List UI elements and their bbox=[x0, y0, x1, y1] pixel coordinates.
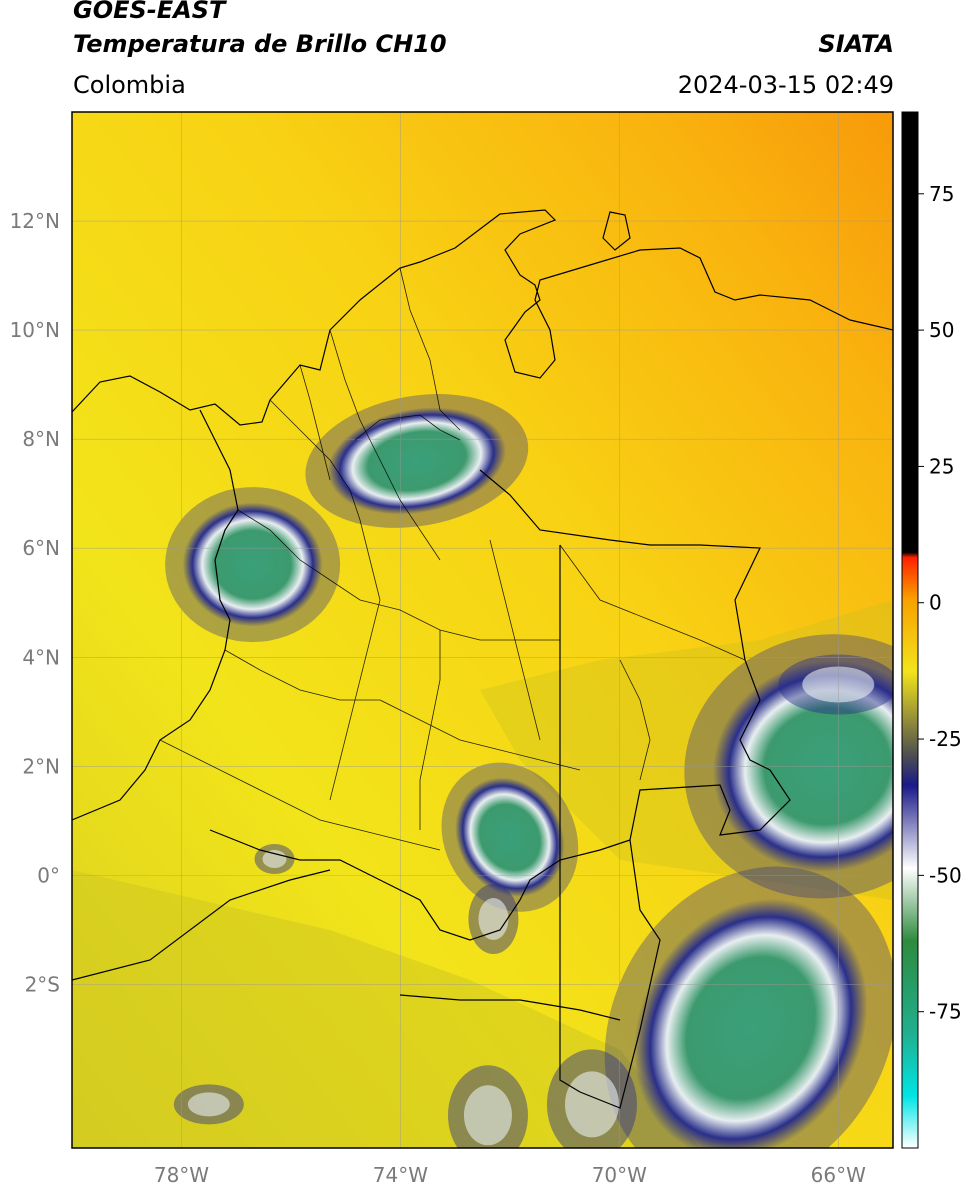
axis-ticks: 12°N 10°N 8°N 6°N 4°N 2°N 0° 2°S 78°W 74°W 70°W 66°… bbox=[10, 209, 867, 1187]
organization-label: SIATA bbox=[818, 30, 894, 58]
cold-cloud-layer bbox=[165, 394, 893, 1148]
country-borders bbox=[72, 209, 893, 1109]
amazon-haze bbox=[72, 870, 700, 1148]
lat-tick-label: 2°S bbox=[25, 972, 60, 996]
colorbar-tick-label: 50 bbox=[929, 318, 954, 342]
colorbar-ticks: 75 50 25 0 -25 -50 -75 bbox=[918, 182, 962, 1024]
colorbar-tick-label: -50 bbox=[929, 863, 962, 887]
lon-tick-label: 70°W bbox=[592, 1163, 647, 1187]
scattered-cloud-core bbox=[463, 1085, 512, 1146]
colorbar-tick-label: 0 bbox=[929, 591, 942, 615]
department-borders bbox=[159, 267, 746, 851]
cold-cloud-guaviare bbox=[455, 777, 565, 897]
cold-cloud-antioquia-santander bbox=[327, 407, 506, 515]
colorbar-tick-label: 25 bbox=[929, 454, 954, 478]
lon-tick-label: 74°W bbox=[373, 1163, 428, 1187]
scattered-cloud-core bbox=[187, 1092, 230, 1117]
lat-tick-label: 2°N bbox=[22, 754, 60, 778]
lat-tick-label: 12°N bbox=[10, 209, 60, 233]
map-frame bbox=[71, 111, 894, 1149]
colorbar-tick-label: -75 bbox=[929, 1000, 962, 1024]
product-title: Temperatura de Brillo CH10 bbox=[73, 30, 447, 58]
cold-cloud-amazonas-east bbox=[633, 898, 868, 1148]
lon-tick-label: 66°W bbox=[811, 1163, 866, 1187]
lat-tick-label: 6°N bbox=[22, 536, 60, 560]
region-label: Colombia bbox=[73, 71, 186, 99]
cold-cloud-choco bbox=[182, 502, 323, 627]
lat-tick-label: 10°N bbox=[10, 318, 60, 342]
scattered-cloud-core bbox=[564, 1071, 619, 1138]
scattered-cloud-core bbox=[478, 897, 509, 940]
colorbar-tick-label: -25 bbox=[929, 727, 962, 751]
lon-tick-label: 78°W bbox=[154, 1163, 209, 1187]
satellite-title: GOES-EAST bbox=[73, 0, 226, 24]
lat-tick-label: 0° bbox=[37, 863, 60, 887]
colorbar-tick-label: 75 bbox=[929, 182, 954, 206]
colorbar bbox=[901, 111, 919, 1149]
timestamp-label: 2024-03-15 02:49 bbox=[677, 71, 894, 99]
lat-tick-label: 8°N bbox=[22, 427, 60, 451]
scattered-cloud-core bbox=[262, 850, 287, 869]
lat-tick-label: 4°N bbox=[22, 645, 60, 669]
